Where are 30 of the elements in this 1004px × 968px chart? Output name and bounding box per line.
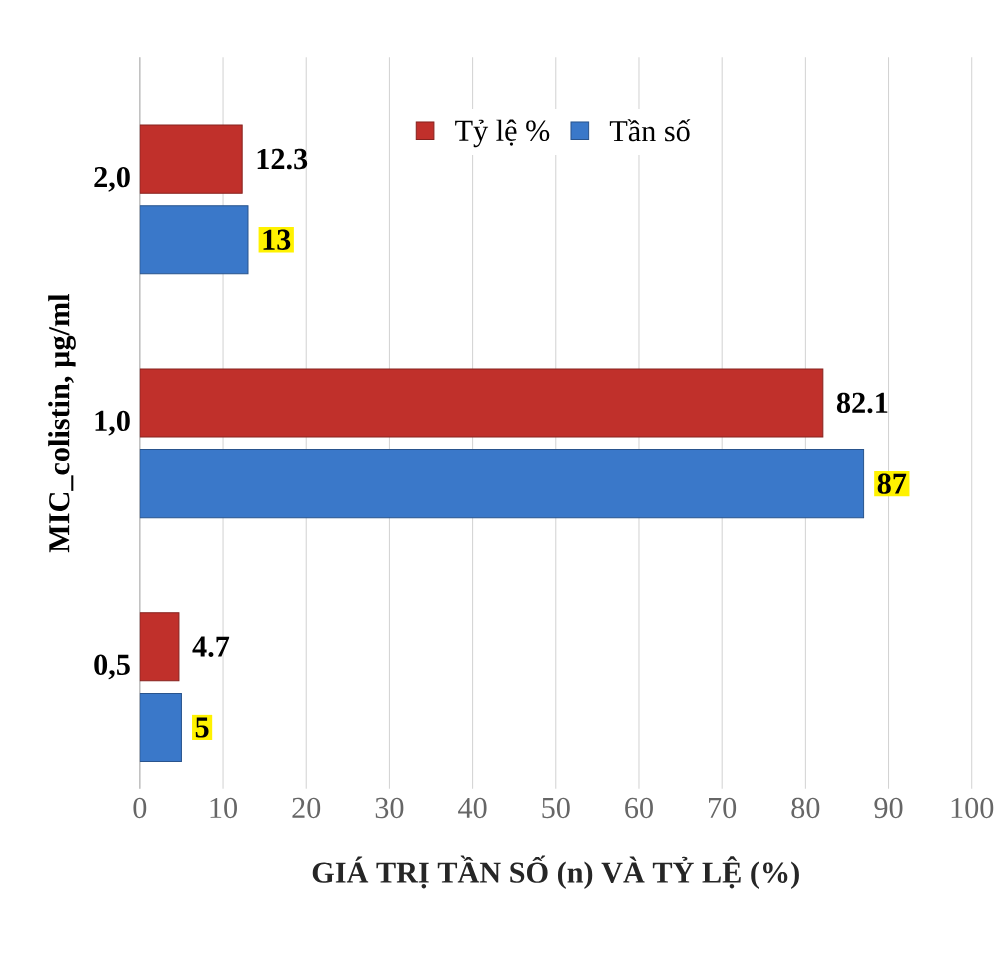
x-tick-label: 100 bbox=[951, 797, 994, 819]
x-tick-label: 50 bbox=[542, 797, 570, 819]
y-tick-label: 2,0 bbox=[94, 166, 130, 192]
y-tick-label: 0,5 bbox=[94, 654, 130, 680]
x-tick-label: 0 bbox=[133, 797, 147, 819]
data-label: 5 bbox=[195, 717, 209, 738]
x-axis-title: GIÁ TRỊ TẦN SỐ (n) VÀ TỶ LỆ (%) bbox=[312, 855, 799, 889]
x-tick-label: 70 bbox=[709, 797, 737, 819]
data-label: 13 bbox=[263, 229, 291, 250]
bar bbox=[139, 124, 243, 194]
x-tick-label: 60 bbox=[625, 797, 653, 819]
legend-label: Tỷ lệ % bbox=[455, 119, 550, 148]
x-tick-label: 20 bbox=[292, 797, 321, 819]
data-label: 82.1 bbox=[836, 392, 888, 414]
bar bbox=[139, 205, 249, 275]
data-label: 4.7 bbox=[192, 636, 230, 657]
bar bbox=[139, 692, 182, 762]
x-tick-label: 30 bbox=[375, 797, 404, 819]
y-axis-title: MIC_colistin, µg/ml bbox=[48, 293, 76, 553]
x-tick-label: 80 bbox=[791, 797, 820, 819]
data-label: 87 bbox=[877, 473, 907, 494]
bar bbox=[139, 612, 180, 682]
legend-label: Tần số bbox=[609, 119, 691, 142]
x-tick-label: 90 bbox=[874, 797, 903, 819]
x-tick-label: 40 bbox=[458, 797, 487, 819]
bar bbox=[139, 368, 824, 438]
y-tick-label: 1,0 bbox=[95, 410, 130, 436]
bar bbox=[139, 449, 865, 519]
data-label: 12.3 bbox=[257, 148, 308, 170]
x-tick-label: 10 bbox=[210, 797, 237, 819]
